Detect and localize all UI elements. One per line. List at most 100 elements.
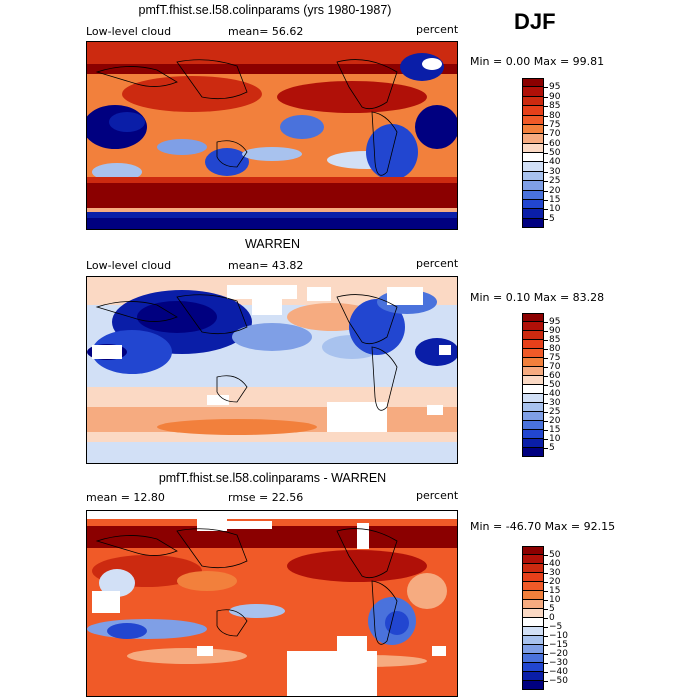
colorbar-tick: [544, 600, 548, 601]
colorbar-tick: [544, 162, 548, 164]
colorbar-tick: [544, 134, 548, 136]
colorbar-swatch: [522, 87, 544, 97]
colorbar-label: 10: [549, 434, 561, 444]
panel3-colorbar: 50 40 30 20 15 10 5 0 −5 −10 −15 −20 −30 −40 −50: [522, 546, 582, 690]
panel3-title: pmfT.fhist.se.l58.colinparams - WARREN: [158, 471, 387, 485]
colorbar-tick: [544, 564, 548, 565]
colorbar-label: 0: [549, 613, 555, 623]
colorbar-label: 40: [549, 559, 561, 569]
colorbar-tick: [544, 143, 548, 145]
colorbar-swatch: [522, 153, 544, 163]
colorbar-label: 30: [549, 568, 561, 578]
colorbar-swatch: [522, 115, 544, 125]
colorbar-label: −15: [549, 640, 568, 650]
colorbar-tick: [544, 87, 548, 89]
colorbar-swatch: [522, 618, 544, 627]
colorbar-label: 50: [549, 550, 561, 560]
colorbar-tick: [544, 349, 548, 350]
colorbar-swatch: [522, 96, 544, 107]
colorbar-label: 95: [549, 317, 561, 327]
colorbar-tick: [544, 430, 548, 431]
colorbar-label: 70: [549, 129, 561, 140]
colorbar-tick: [544, 412, 548, 413]
colorbar-tick: [544, 385, 548, 386]
panel2-mean-label: mean= 43.82: [228, 259, 304, 272]
panel2-unit-label: percent: [416, 257, 459, 270]
colorbar-tick: [544, 403, 548, 404]
colorbar-swatch: [522, 636, 544, 645]
colorbar-swatch: [522, 171, 544, 182]
panel3-unit-label: percent: [416, 489, 459, 502]
colorbar-tick: [544, 96, 548, 98]
colorbar-frame: [522, 546, 544, 690]
colorbar-swatch: [522, 546, 544, 555]
colorbar-swatch: [522, 394, 544, 403]
colorbar-tick: [544, 376, 548, 377]
colorbar-label: 20: [549, 185, 561, 196]
colorbar-tick: [544, 439, 548, 440]
colorbar-label: 5: [549, 213, 555, 224]
colorbar-tick: [544, 218, 548, 220]
colorbar-swatch: [522, 645, 544, 654]
panel1-minmax: Min = 0.00 Max = 99.81: [470, 55, 605, 68]
colorbar-tick: [544, 331, 548, 332]
colorbar-tick: [544, 209, 548, 211]
colorbar-label: 30: [549, 166, 561, 177]
panel1-left-label: Low-level cloud: [86, 25, 172, 38]
colorbar-label: −5: [549, 622, 563, 632]
panel1-mean-label: mean= 56.62: [228, 25, 304, 38]
colorbar-tick: [544, 618, 548, 619]
colorbar-tick: [544, 124, 548, 126]
panel2-colorbar: 95 90 85 80 75 70 60 50 40 30 25 20 15 10 5: [522, 313, 582, 457]
colorbar-tick: [544, 645, 548, 646]
colorbar-swatch: [522, 627, 544, 636]
colorbar-swatch: [522, 430, 544, 439]
colorbar-label: −10: [549, 631, 568, 641]
colorbar-label: 10: [549, 204, 561, 215]
colorbar-swatch: [522, 573, 544, 582]
colorbar-tick: [544, 421, 548, 422]
colorbar-swatch: [522, 582, 544, 591]
colorbar-tick: [544, 367, 548, 368]
colorbar-swatch: [522, 439, 544, 448]
colorbar-tick: [544, 190, 548, 192]
colorbar-label: 70: [549, 362, 561, 372]
panel1-colorbar: 95 90 85 80 75 70 60 50 40 30 25 20 15 10 5: [522, 78, 582, 228]
colorbar-swatch: [522, 331, 544, 340]
colorbar-label: 85: [549, 101, 561, 112]
colorbar-label: −30: [549, 658, 568, 668]
panel2-minmax: Min = 0.10 Max = 83.28: [470, 291, 605, 304]
colorbar-swatch: [522, 385, 544, 394]
colorbar-label: 15: [549, 194, 561, 205]
colorbar-swatch: [522, 190, 544, 200]
colorbar-swatch: [522, 124, 544, 135]
colorbar-label: 80: [549, 110, 561, 121]
colorbar-label: 5: [549, 604, 555, 614]
panel3-map: [86, 510, 458, 697]
colorbar-tick: [544, 358, 548, 359]
colorbar-swatch: [522, 349, 544, 358]
panel2-left-label: Low-level cloud: [86, 259, 172, 272]
colorbar-tick: [544, 171, 548, 173]
colorbar-tick: [544, 591, 548, 592]
colorbar-label: 20: [549, 416, 561, 426]
colorbar-swatch: [522, 672, 544, 681]
colorbar-label: 75: [549, 353, 561, 363]
colorbar-label: 15: [549, 586, 561, 596]
panel1-title: pmfT.fhist.se.l58.colinparams (yrs 1980-…: [138, 3, 392, 17]
colorbar-tick: [544, 106, 548, 108]
colorbar-frame: [522, 78, 544, 228]
colorbar-swatch: [522, 199, 544, 210]
colorbar-label: 10: [549, 595, 561, 605]
colorbar-tick: [544, 582, 548, 583]
colorbar-label: 40: [549, 389, 561, 399]
colorbar-tick: [544, 555, 548, 556]
panel2-map: [86, 276, 458, 464]
colorbar-tick: [544, 394, 548, 395]
colorbar-tick: [544, 681, 548, 682]
colorbar-label: −40: [549, 667, 568, 677]
colorbar-label: 85: [549, 335, 561, 345]
colorbar-swatch: [522, 143, 544, 153]
colorbar-tick: [544, 609, 548, 610]
colorbar-label: 60: [549, 371, 561, 381]
